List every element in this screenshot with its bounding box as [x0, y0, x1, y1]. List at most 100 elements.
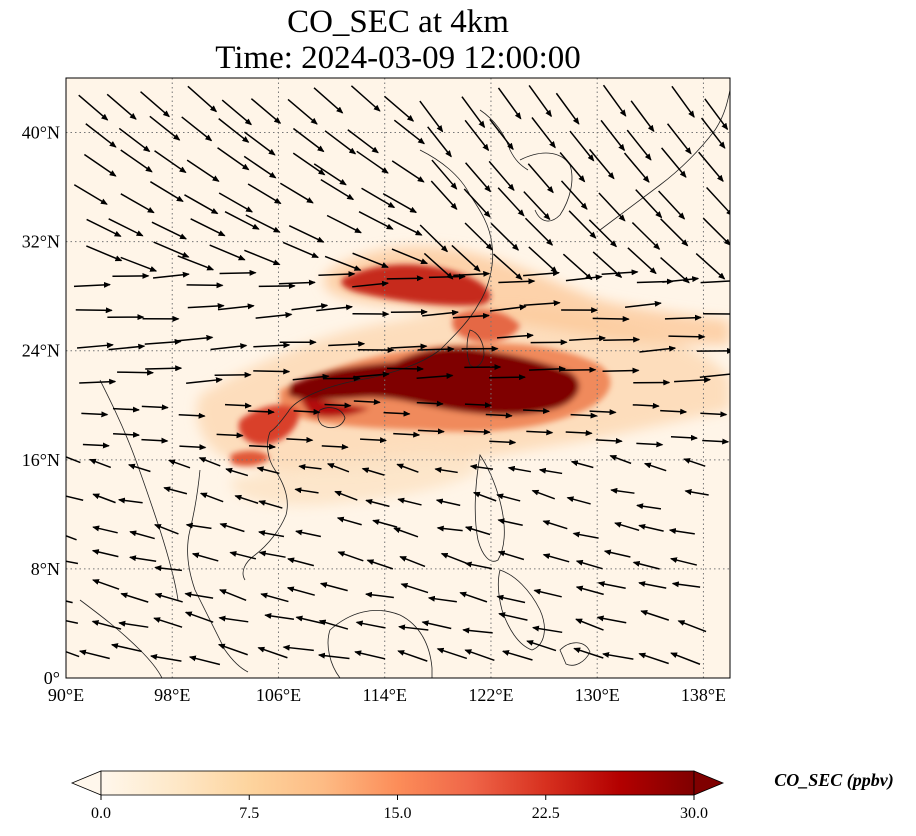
- wind-vector: [198, 457, 221, 467]
- colorbar-label: CO_SEC (ppbv): [774, 770, 894, 790]
- wind-vector: [464, 119, 490, 152]
- colorbar-ticks: 0.0 7.5 15.0 22.5 30.0: [91, 795, 708, 822]
- wind-vector: [199, 492, 224, 503]
- wind-vector: [141, 404, 169, 411]
- wind-vector: [355, 620, 386, 629]
- wind-vector: [603, 549, 631, 558]
- wind-vector: [117, 497, 143, 504]
- wind-vector: [324, 402, 352, 409]
- wind-vector: [219, 522, 245, 533]
- wind-vector: [247, 183, 282, 205]
- wind-vector: [464, 561, 492, 570]
- wind-vector: [360, 437, 388, 444]
- wind-vector: [337, 551, 364, 562]
- wind-vector: [326, 214, 362, 234]
- y-tick-label: 40°N: [22, 123, 60, 143]
- wind-vector: [666, 123, 692, 155]
- wind-vector: [127, 463, 151, 473]
- wind-vector: [436, 525, 463, 532]
- wind-vector: [181, 116, 213, 142]
- wind-vector: [324, 130, 357, 155]
- wind-vector: [108, 343, 146, 351]
- wind-vector: [334, 490, 358, 501]
- wind-vector: [91, 620, 122, 630]
- wind-vector: [225, 467, 249, 477]
- y-tick-label: 24°N: [22, 341, 60, 361]
- wind-vector: [154, 592, 183, 603]
- wind-vector: [570, 412, 598, 419]
- wind-vector: [592, 315, 630, 322]
- wind-vector: [383, 410, 411, 417]
- wind-vector: [417, 346, 455, 353]
- wind-vector: [459, 591, 488, 603]
- wind-vector: [626, 129, 652, 161]
- wind-vector: [427, 595, 457, 603]
- wind-vector: [282, 644, 314, 652]
- colorbar-tick-label: 0.0: [91, 805, 111, 822]
- wind-vector: [153, 524, 179, 535]
- wind-vector: [92, 579, 120, 590]
- wind-vector: [423, 252, 454, 280]
- coastline-sumatra: [79, 599, 163, 678]
- wind-vector: [603, 336, 641, 343]
- wind-vector: [178, 412, 206, 419]
- wind-vector: [278, 279, 316, 286]
- wind-vector: [73, 281, 111, 288]
- wind-vector: [393, 431, 421, 438]
- map-title-line1: CO_SEC at 4km: [287, 4, 509, 40]
- plume-indochina-west: [238, 404, 300, 445]
- wind-vector: [282, 241, 319, 259]
- wind-vector: [110, 643, 142, 653]
- map-title-line2: Time: 2024-03-09 12:00:00: [215, 40, 581, 76]
- wind-vector: [464, 526, 491, 536]
- wind-vector: [361, 467, 385, 476]
- wind-vector: [286, 436, 314, 443]
- wind-vector: [176, 334, 214, 342]
- wind-vector: [400, 583, 429, 594]
- wind-vector: [354, 650, 386, 660]
- wind-vector: [393, 119, 425, 145]
- wind-vector: [243, 131, 276, 156]
- wind-vector: [313, 87, 344, 114]
- wind-vector: [664, 314, 702, 321]
- wind-vector: [670, 652, 701, 665]
- colorbar-tick-label: 7.5: [239, 805, 259, 822]
- wind-vector: [78, 649, 110, 660]
- wind-vector: [86, 218, 122, 237]
- wind-vector: [120, 193, 155, 214]
- wind-vector: [353, 399, 381, 406]
- wind-vector: [324, 255, 362, 271]
- y-tick-label: 16°N: [22, 450, 60, 470]
- wind-vector: [529, 365, 567, 372]
- x-tick-label: 114°E: [362, 685, 407, 705]
- wind-vector: [372, 519, 398, 528]
- wind-vector: [129, 530, 155, 540]
- wind-vector: [609, 454, 632, 465]
- wind-vector: [85, 123, 117, 148]
- wind-vector: [422, 309, 459, 317]
- wind-vector: [221, 99, 252, 126]
- wind-vector: [396, 463, 419, 473]
- wind-vector: [257, 646, 288, 659]
- wind-vector: [488, 160, 515, 192]
- wind-vector: [674, 376, 712, 383]
- wind-vector: [610, 487, 635, 494]
- wind-vector: [120, 592, 149, 603]
- wind-vector: [497, 550, 525, 561]
- wind-vector: [247, 408, 275, 415]
- wind-vector: [614, 521, 640, 532]
- wind-vector: [294, 487, 319, 494]
- wind-vector: [336, 516, 362, 526]
- wind-vector: [434, 466, 458, 474]
- wind-vector: [639, 345, 677, 353]
- wind-vector: [496, 594, 526, 604]
- wind-vector: [431, 159, 458, 190]
- wind-vector: [73, 184, 108, 205]
- wind-vector: [352, 252, 389, 268]
- wind-vector: [489, 118, 514, 151]
- coastline-thailand-malay: [187, 469, 249, 673]
- wind-vector: [66, 650, 80, 658]
- wind-vector: [83, 153, 117, 177]
- wind-vector: [569, 335, 607, 342]
